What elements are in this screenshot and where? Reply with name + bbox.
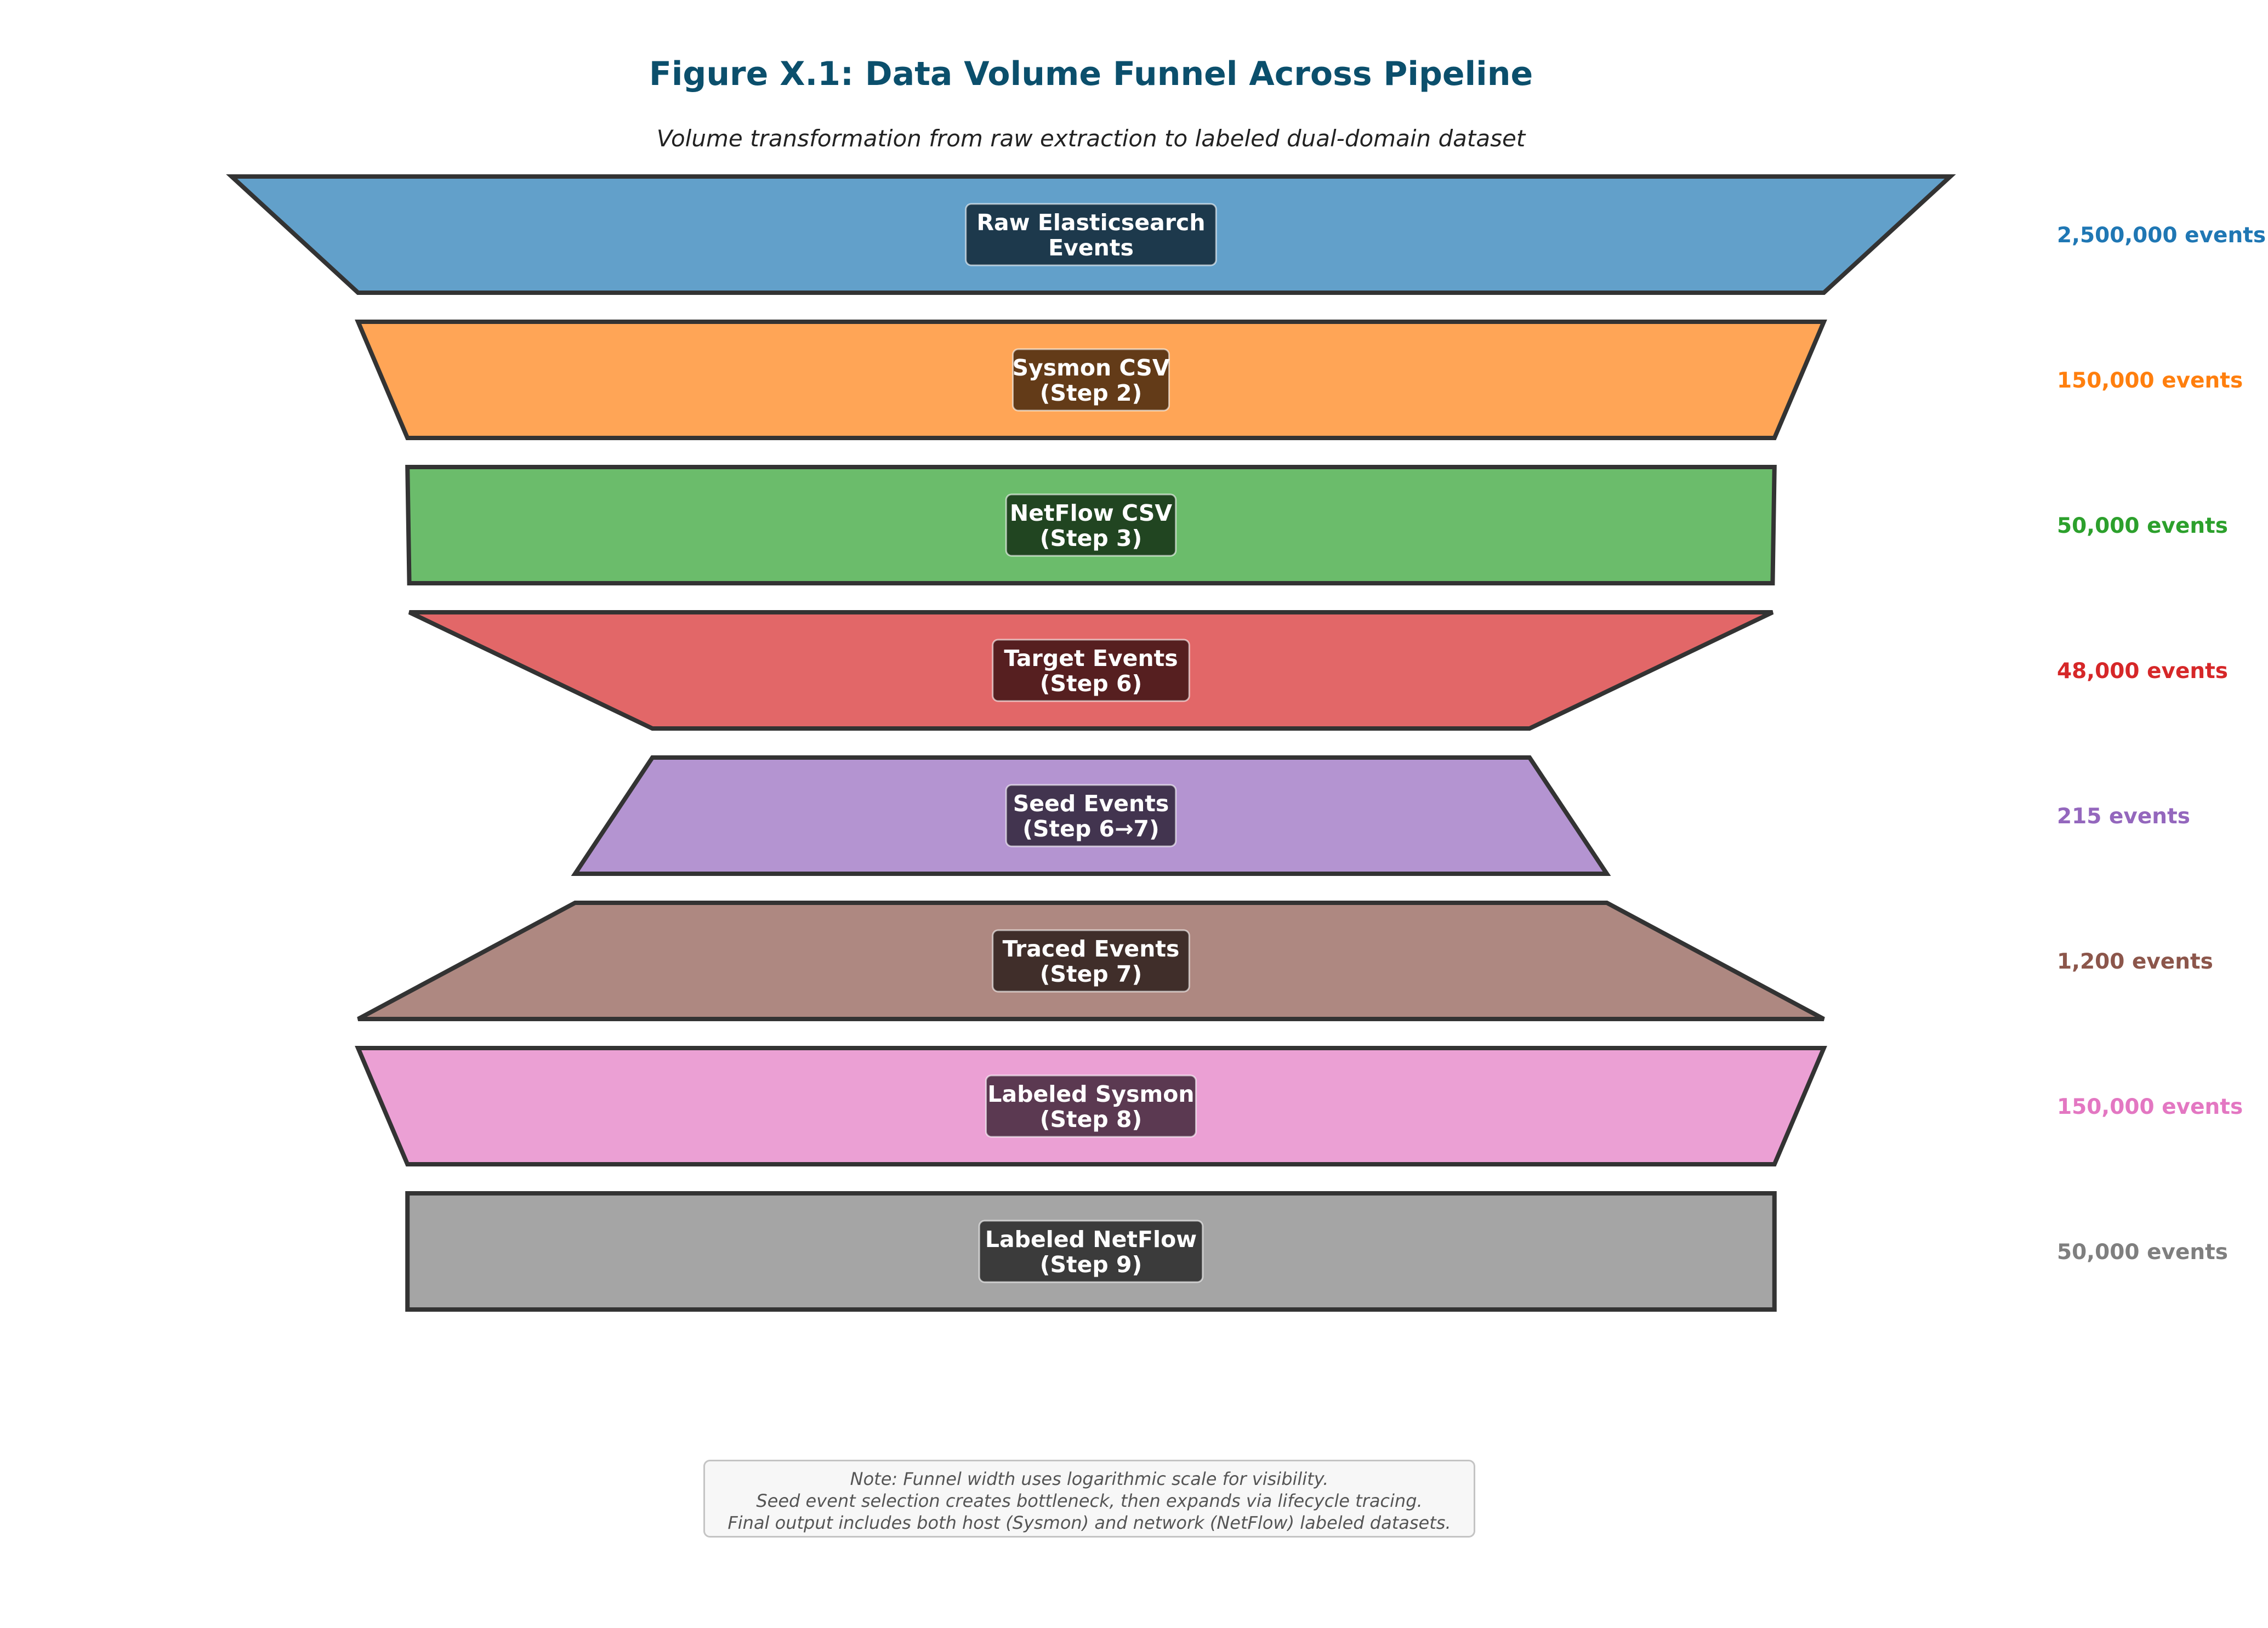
stage-label-box <box>992 929 1190 993</box>
stage-label: Target Events <box>1004 645 1178 671</box>
funnel-stage: NetFlow CSV(Step 3) 50,000 events <box>405 465 2228 585</box>
note-line: Note: Funnel width uses logarithmic scal… <box>850 1468 1329 1489</box>
stage-label-box <box>1005 784 1177 847</box>
funnel-stage: Seed Events(Step 6→7) 215 events <box>571 755 2190 876</box>
stage-label-box <box>1012 348 1170 412</box>
stage-label: NetFlow CSV <box>1010 500 1172 526</box>
stage-label-box <box>992 639 1190 702</box>
stage-count-label: 50,000 events <box>2057 1240 2228 1265</box>
funnel-stage: Target Events(Step 6) 48,000 events <box>408 610 2228 731</box>
note-line: Seed event selection creates bottleneck,… <box>756 1490 1423 1511</box>
funnel-stage: Traced Events(Step 7) 1,200 events <box>357 901 2213 1021</box>
stage-label: (Step 8) <box>1040 1106 1142 1132</box>
funnel-stage: Sysmon CSV(Step 2) 150,000 events <box>355 320 2243 440</box>
note-box: Note: Funnel width uses logarithmic scal… <box>703 1460 1475 1538</box>
stage-label: (Step 2) <box>1040 380 1142 406</box>
stage-label: Events <box>1048 235 1134 261</box>
stage-count-label: 50,000 events <box>2057 514 2228 538</box>
stage-label: (Step 3) <box>1040 525 1142 551</box>
stage-label: (Step 9) <box>1040 1251 1142 1278</box>
stage-label-box <box>965 203 1217 266</box>
stage-label: Labeled NetFlow <box>985 1226 1197 1253</box>
chart-subtitle: Volume transformation from raw extractio… <box>656 125 1526 152</box>
stage-label: Raw Elasticsearch <box>976 209 1205 236</box>
stage-label: Sysmon CSV <box>1012 355 1169 381</box>
stage-count-label: 150,000 events <box>2057 368 2243 393</box>
stage-label: Labeled Sysmon <box>987 1081 1194 1107</box>
stage-label-box <box>978 1220 1204 1283</box>
stage-count-label: 1,200 events <box>2057 949 2213 974</box>
stage-label: (Step 6→7) <box>1022 816 1159 842</box>
stage-label: (Step 7) <box>1040 961 1142 987</box>
stage-label: (Step 6) <box>1040 670 1142 697</box>
stage-count-label: 215 events <box>2057 804 2190 829</box>
stage-count-label: 150,000 events <box>2057 1095 2243 1119</box>
funnel-stage: Labeled Sysmon(Step 8) 150,000 events <box>355 1046 2243 1166</box>
funnel-stage: Labeled NetFlow(Step 9) 50,000 events <box>405 1191 2228 1312</box>
note-line: Final output includes both host (Sysmon)… <box>727 1512 1451 1533</box>
stage-count-label: 48,000 events <box>2057 659 2228 684</box>
stage-label: Traced Events <box>1003 936 1180 962</box>
chart-title: Figure X.1: Data Volume Funnel Across Pi… <box>649 55 1533 93</box>
stage-label: Seed Events <box>1013 790 1169 817</box>
stage-label-box <box>1005 493 1177 557</box>
stage-label-box <box>985 1074 1197 1138</box>
stage-count-label: 2,500,000 events <box>2057 223 2266 248</box>
